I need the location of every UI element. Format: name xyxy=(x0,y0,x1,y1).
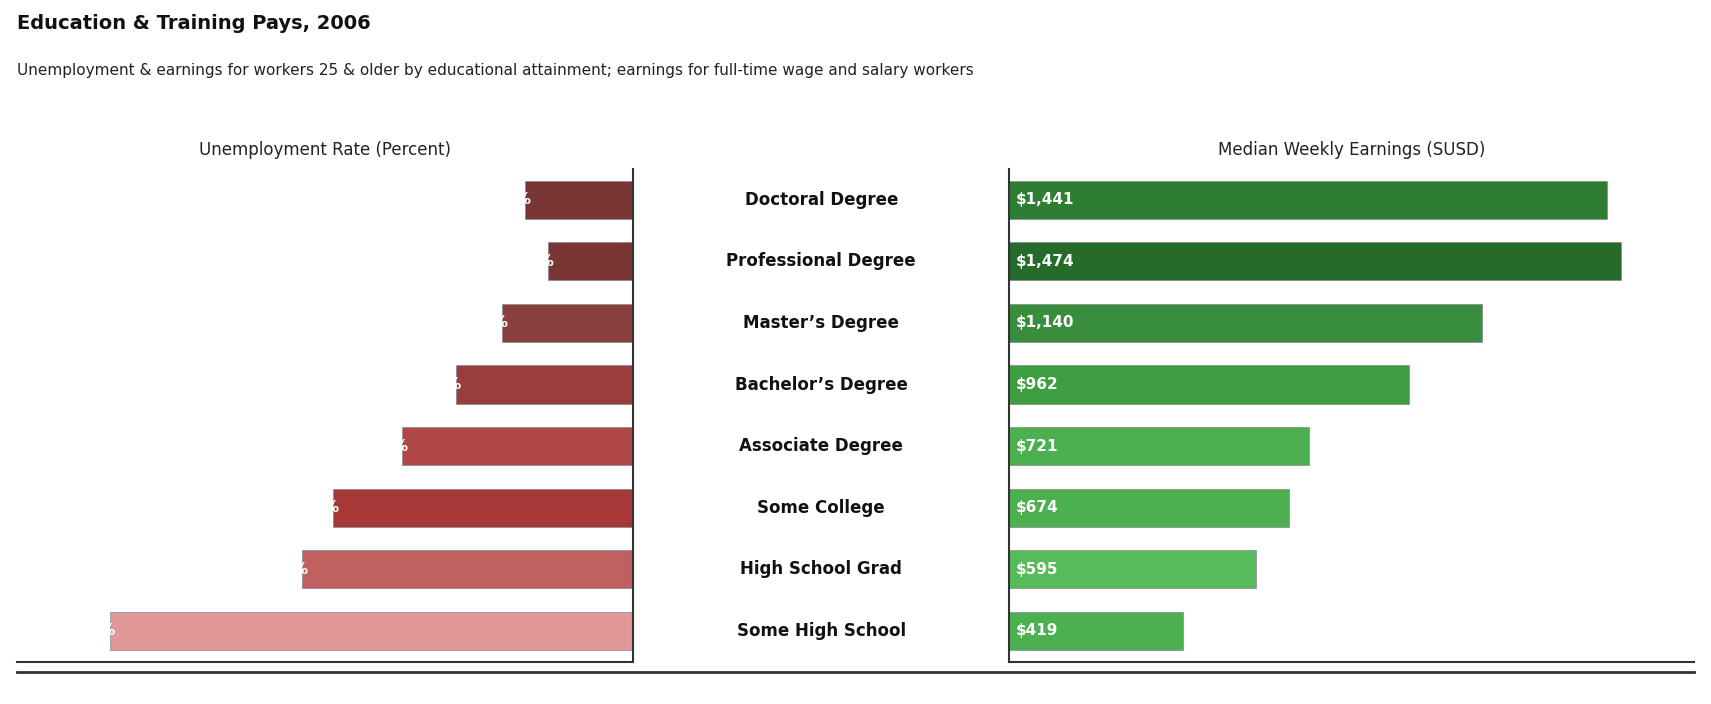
Text: Doctoral Degree: Doctoral Degree xyxy=(744,191,898,209)
Text: Associate Degree: Associate Degree xyxy=(739,437,903,455)
Bar xyxy=(525,181,633,219)
Text: $419: $419 xyxy=(1016,624,1057,639)
Text: High School Grad: High School Grad xyxy=(741,560,902,579)
Bar xyxy=(1009,304,1482,342)
Bar xyxy=(1009,612,1184,650)
Text: 1.7%: 1.7% xyxy=(467,315,508,330)
Text: $1,140: $1,140 xyxy=(1016,315,1075,330)
Text: 1.4%: 1.4% xyxy=(489,192,532,207)
Bar xyxy=(301,551,633,589)
Bar xyxy=(332,489,633,527)
Text: $1,441: $1,441 xyxy=(1016,192,1075,207)
Bar xyxy=(1009,242,1620,280)
Text: 1.1%: 1.1% xyxy=(513,254,554,269)
Bar xyxy=(1009,365,1408,403)
Title: Median Weekly Earnings (SUSD): Median Weekly Earnings (SUSD) xyxy=(1218,141,1485,159)
Text: 2.3%: 2.3% xyxy=(419,377,462,392)
Bar xyxy=(1009,489,1288,527)
Text: Some High School: Some High School xyxy=(737,622,905,640)
Text: Professional Degree: Professional Degree xyxy=(727,252,915,270)
Text: Master’s Degree: Master’s Degree xyxy=(743,314,900,332)
Text: Education & Training Pays, 2006: Education & Training Pays, 2006 xyxy=(17,14,371,33)
Text: $595: $595 xyxy=(1016,562,1057,577)
Text: 4.3%: 4.3% xyxy=(265,562,308,577)
Bar xyxy=(110,612,633,650)
Bar xyxy=(1009,181,1607,219)
Bar xyxy=(1009,551,1256,589)
Text: Some College: Some College xyxy=(758,498,885,517)
Bar xyxy=(455,365,633,403)
Bar xyxy=(548,242,633,280)
Title: Unemployment Rate (Percent): Unemployment Rate (Percent) xyxy=(198,141,452,159)
Text: $674: $674 xyxy=(1016,501,1059,515)
Bar xyxy=(503,304,633,342)
Text: $962: $962 xyxy=(1016,377,1059,392)
Bar xyxy=(1009,427,1309,465)
Text: $721: $721 xyxy=(1016,439,1057,453)
Text: 6.8%: 6.8% xyxy=(74,624,116,639)
Text: Bachelor’s Degree: Bachelor’s Degree xyxy=(734,375,909,394)
Bar xyxy=(402,427,633,465)
Text: 3.0%: 3.0% xyxy=(366,439,409,453)
Text: $1,474: $1,474 xyxy=(1016,254,1075,269)
Text: Unemployment & earnings for workers 25 & older by educational attainment; earnin: Unemployment & earnings for workers 25 &… xyxy=(17,63,974,78)
Text: 3.9%: 3.9% xyxy=(296,501,339,515)
